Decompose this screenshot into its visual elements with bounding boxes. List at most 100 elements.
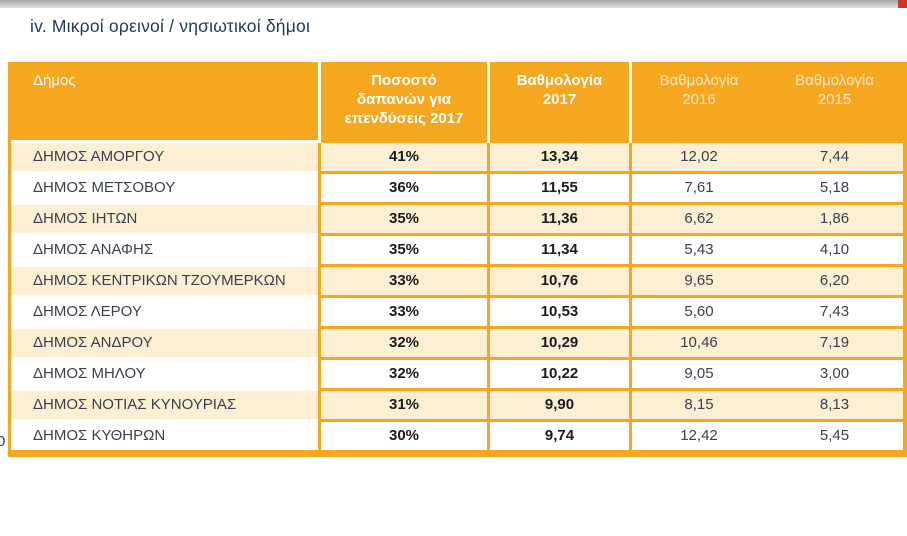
column-divider — [318, 329, 321, 360]
column-divider — [487, 143, 490, 174]
page-top-divider-bar — [0, 0, 907, 8]
column-divider — [629, 174, 632, 205]
column-divider — [487, 236, 490, 267]
column-divider — [487, 360, 490, 391]
column-divider — [487, 422, 490, 453]
investment-pct-cell: 30% — [321, 422, 487, 453]
municipality-cell: ΔΗΜΟΣ ΛΕΡΟΥ — [11, 298, 318, 329]
score-2016-cell: 10,46 — [632, 329, 766, 360]
score-2017-cell: 13,34 — [490, 143, 629, 174]
score-2017-cell: 10,53 — [490, 298, 629, 329]
investment-pct-cell: 36% — [321, 174, 487, 205]
investment-pct-cell: 41% — [321, 143, 487, 174]
score-2015-cell: 8,13 — [766, 391, 903, 422]
municipality-cell: ΔΗΜΟΣ ΜΕΤΣΟΒΟΥ — [11, 174, 318, 205]
column-divider — [629, 143, 632, 174]
score-2016-cell: 6,62 — [632, 205, 766, 236]
municipality-cell: ΔΗΜΟΣ ΑΝΔΡΟΥ — [11, 329, 318, 360]
score-2016-cell: 12,02 — [632, 143, 766, 174]
column-divider — [629, 62, 632, 143]
municipality-cell: ΔΗΜΟΣ ΚΥΘΗΡΩΝ — [11, 422, 318, 453]
column-divider — [487, 174, 490, 205]
column-divider — [318, 236, 321, 267]
table-row: ΔΗΜΟΣ ΝΟΤΙΑΣ ΚΥΝΟΥΡΙΑΣ 31% 9,90 8,15 8,1… — [11, 391, 903, 422]
investment-pct-cell: 35% — [321, 236, 487, 267]
topbar-red-fragment — [898, 0, 907, 8]
cropped-row-number: 0 — [0, 433, 6, 450]
header-score-2016: Βαθμολογία 2016 — [632, 62, 766, 143]
municipality-cell: ΔΗΜΟΣ ΜΗΛΟΥ — [11, 360, 318, 391]
column-divider — [487, 298, 490, 329]
score-2017-cell: 9,74 — [490, 422, 629, 453]
column-divider — [318, 205, 321, 236]
column-divider — [629, 298, 632, 329]
table-row: ΔΗΜΟΣ ΙΗΤΩΝ 35% 11,36 6,62 1,86 — [11, 205, 903, 236]
table-header-row: Δήμος Ποσοστό δαπανών για επενδύσεις 201… — [11, 62, 903, 143]
score-2016-cell: 9,05 — [632, 360, 766, 391]
section-title: iv. Μικροί ορεινοί / νησιωτικοί δήμοι — [30, 16, 311, 36]
score-2017-cell: 9,90 — [490, 391, 629, 422]
municipality-cell: ΔΗΜΟΣ ΚΕΝΤΡΙΚΩΝ ΤΖΟΥΜΕΡΚΩΝ — [11, 267, 318, 298]
column-divider — [629, 391, 632, 422]
column-divider — [629, 205, 632, 236]
table-body: ΔΗΜΟΣ ΑΜΟΡΓΟΥ 41% 13,34 12,02 7,44 ΔΗΜΟΣ… — [11, 143, 903, 453]
score-2017-cell: 10,22 — [490, 360, 629, 391]
score-2015-cell: 7,43 — [766, 298, 903, 329]
header-score-2015: Βαθμολογία 2015 — [766, 62, 903, 143]
column-divider — [629, 360, 632, 391]
header-score-2017: Βαθμολογία 2017 — [490, 62, 629, 143]
score-2015-cell: 7,44 — [766, 143, 903, 174]
column-divider — [318, 62, 321, 143]
score-2016-cell: 8,15 — [632, 391, 766, 422]
investment-pct-cell: 32% — [321, 329, 487, 360]
score-2017-cell: 10,76 — [490, 267, 629, 298]
column-divider — [318, 391, 321, 422]
header-municipality: Δήμος — [11, 62, 318, 143]
score-2015-cell: 7,19 — [766, 329, 903, 360]
score-2017-cell: 11,34 — [490, 236, 629, 267]
column-divider — [629, 329, 632, 360]
municipality-cell: ΔΗΜΟΣ ΑΜΟΡΓΟΥ — [11, 143, 318, 174]
investment-pct-cell: 33% — [321, 298, 487, 329]
score-2016-cell: 9,65 — [632, 267, 766, 298]
column-divider — [318, 298, 321, 329]
investment-pct-cell: 33% — [321, 267, 487, 298]
column-divider — [318, 267, 321, 298]
table-row: ΔΗΜΟΣ ΑΝΔΡΟΥ 32% 10,29 10,46 7,19 — [11, 329, 903, 360]
header-investment-pct: Ποσοστό δαπανών για επενδύσεις 2017 — [321, 62, 487, 143]
score-2015-cell: 6,20 — [766, 267, 903, 298]
municipality-cell: ΔΗΜΟΣ ΝΟΤΙΑΣ ΚΥΝΟΥΡΙΑΣ — [11, 391, 318, 422]
investment-pct-cell: 32% — [321, 360, 487, 391]
column-divider — [487, 329, 490, 360]
column-divider — [487, 267, 490, 298]
column-divider — [318, 143, 321, 174]
column-divider — [629, 422, 632, 453]
table-row: ΔΗΜΟΣ ΛΕΡΟΥ 33% 10,53 5,60 7,43 — [11, 298, 903, 329]
municipality-cell: ΔΗΜΟΣ ΙΗΤΩΝ — [11, 205, 318, 236]
score-2016-cell: 7,61 — [632, 174, 766, 205]
municipality-cell: ΔΗΜΟΣ ΑΝΑΦΗΣ — [11, 236, 318, 267]
column-divider — [487, 391, 490, 422]
score-2015-cell: 5,18 — [766, 174, 903, 205]
score-2017-cell: 11,36 — [490, 205, 629, 236]
column-divider — [318, 422, 321, 453]
investment-pct-cell: 35% — [321, 205, 487, 236]
municipalities-table: Δήμος Ποσοστό δαπανών για επενδύσεις 201… — [8, 62, 907, 457]
column-divider — [487, 62, 490, 143]
table-row: ΔΗΜΟΣ ΚΕΝΤΡΙΚΩΝ ΤΖΟΥΜΕΡΚΩΝ 33% 10,76 9,6… — [11, 267, 903, 298]
column-divider — [318, 360, 321, 391]
score-2015-cell: 4,10 — [766, 236, 903, 267]
score-2015-cell: 1,86 — [766, 205, 903, 236]
column-divider — [318, 174, 321, 205]
column-divider — [629, 236, 632, 267]
table-row: ΔΗΜΟΣ ΜΕΤΣΟΒΟΥ 36% 11,55 7,61 5,18 — [11, 174, 903, 205]
score-2016-cell: 5,60 — [632, 298, 766, 329]
column-divider — [629, 267, 632, 298]
table-row: ΔΗΜΟΣ ΑΜΟΡΓΟΥ 41% 13,34 12,02 7,44 — [11, 143, 903, 174]
score-2016-cell: 5,43 — [632, 236, 766, 267]
column-divider — [487, 205, 490, 236]
score-2017-cell: 11,55 — [490, 174, 629, 205]
table-row: ΔΗΜΟΣ ΚΥΘΗΡΩΝ 30% 9,74 12,42 5,45 — [11, 422, 903, 453]
investment-pct-cell: 31% — [321, 391, 487, 422]
